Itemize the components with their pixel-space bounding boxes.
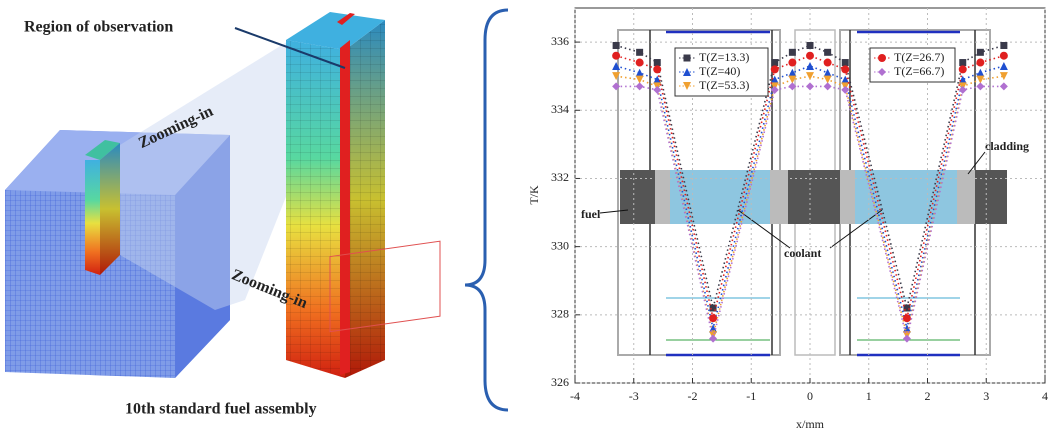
x-tick-label: 3 <box>983 389 989 403</box>
point <box>1000 42 1008 49</box>
point <box>823 58 832 67</box>
y-tick-label: 336 <box>551 34 569 48</box>
point <box>770 85 779 94</box>
point <box>806 72 814 81</box>
point <box>709 314 718 323</box>
point <box>788 58 797 67</box>
y-tick-label: 328 <box>551 307 569 321</box>
point <box>823 75 832 84</box>
point <box>806 51 814 60</box>
legend-label: T(Z=13.3) <box>699 50 749 64</box>
point <box>709 304 717 312</box>
x-tick-label: 1 <box>866 389 872 403</box>
x-tick-label: -2 <box>688 389 698 403</box>
point <box>824 48 832 56</box>
legend-marker <box>878 68 886 76</box>
point <box>903 304 911 312</box>
x-tick-label: 2 <box>925 389 931 403</box>
point <box>999 82 1008 91</box>
caption: 10th standard fuel assembly <box>125 401 317 418</box>
point <box>823 68 832 77</box>
point <box>653 59 661 67</box>
legend-label: T(Z=40) <box>699 64 740 78</box>
point <box>788 75 797 84</box>
point <box>709 334 718 343</box>
y-tick-label: 326 <box>551 375 569 389</box>
point <box>770 75 779 84</box>
point <box>788 82 797 91</box>
annotation: coolant <box>784 246 821 260</box>
y-tick-label: 330 <box>551 238 569 252</box>
point <box>653 65 662 74</box>
point <box>999 51 1008 60</box>
point <box>959 59 967 67</box>
point <box>770 65 779 74</box>
point <box>612 61 621 70</box>
point <box>788 68 797 77</box>
region-label: Region of observation <box>24 19 173 36</box>
x-tick-label: 0 <box>807 389 813 403</box>
annotation: fuel <box>581 207 601 221</box>
point <box>902 324 911 333</box>
x-tick-label: 4 <box>1042 389 1048 403</box>
point <box>612 82 621 91</box>
x-axis-label: x/mm <box>796 417 825 431</box>
point <box>841 75 850 84</box>
point <box>976 68 985 77</box>
point <box>902 314 911 323</box>
point <box>612 42 620 49</box>
point <box>958 75 967 84</box>
point <box>771 59 779 67</box>
legend-label: T(Z=66.7) <box>894 64 944 78</box>
point <box>635 68 644 77</box>
point <box>635 58 644 67</box>
point <box>958 65 967 74</box>
point <box>958 85 967 94</box>
x-tick-label: -3 <box>629 389 639 403</box>
y-tick-label: 334 <box>551 102 569 116</box>
point <box>788 48 796 56</box>
point <box>612 72 621 81</box>
legend-box <box>869 47 956 83</box>
y-axis-label: T/K <box>527 185 541 205</box>
point <box>841 59 849 67</box>
point <box>976 48 984 56</box>
point <box>976 58 985 67</box>
legend-marker <box>683 68 691 76</box>
point <box>612 51 621 60</box>
point <box>841 65 850 74</box>
point <box>653 75 662 84</box>
point <box>806 42 814 49</box>
legend-marker <box>878 54 886 62</box>
legend-marker <box>683 82 691 90</box>
point <box>635 75 644 84</box>
assembly-illustration: Region of observation Zooming-in Zooming… <box>5 8 509 418</box>
point <box>999 72 1008 81</box>
annotation: cladding <box>985 139 1029 153</box>
legend-label: T(Z=53.3) <box>699 78 749 92</box>
point <box>653 85 662 94</box>
x-tick-label: -1 <box>746 389 756 403</box>
point <box>902 334 911 343</box>
legend-label: T(Z=26.7) <box>894 50 944 64</box>
point <box>636 48 644 56</box>
x-tick-label: -4 <box>570 389 580 403</box>
point <box>806 61 814 70</box>
point <box>976 82 985 91</box>
legend-marker <box>683 54 691 62</box>
point <box>823 82 832 91</box>
point <box>841 85 850 94</box>
point <box>976 75 985 84</box>
point <box>999 61 1008 70</box>
point <box>806 82 814 91</box>
point <box>635 82 644 91</box>
y-tick-label: 332 <box>551 170 569 184</box>
